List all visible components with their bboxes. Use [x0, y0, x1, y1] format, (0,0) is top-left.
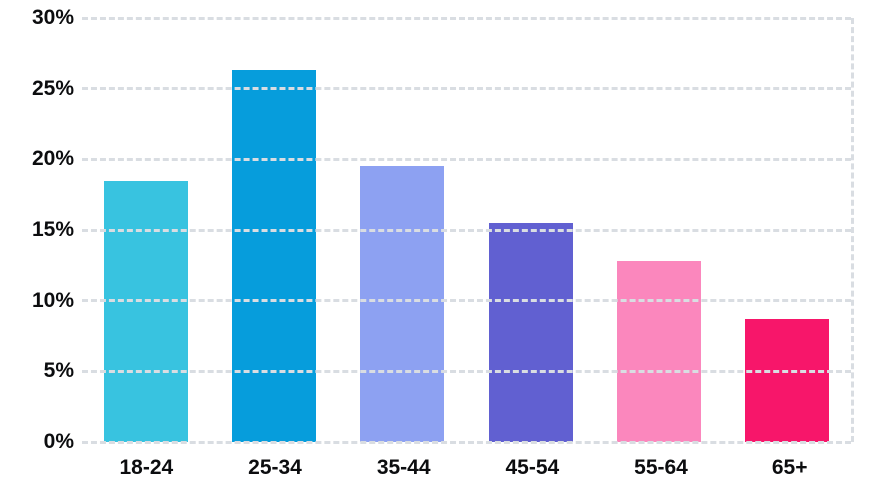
- y-tick-label: 30%: [6, 6, 74, 30]
- gridline: [82, 229, 851, 232]
- y-tick-label: 0%: [6, 430, 74, 454]
- bar: [489, 223, 573, 442]
- age-distribution-bar-chart: 18-2425-3435-4445-5455-6465+ 0% 5% 10% 15% 2…: [0, 0, 874, 502]
- y-tick-label: 25%: [6, 77, 74, 101]
- x-tick-label: 45-54: [468, 456, 597, 480]
- gridline: [82, 370, 851, 373]
- x-tick-label: 18-24: [82, 456, 211, 480]
- gridline: [82, 158, 851, 161]
- bar: [617, 261, 701, 442]
- x-tick-label: 25-34: [211, 456, 340, 480]
- x-tick-label: 65+: [725, 456, 854, 480]
- bar: [745, 319, 829, 442]
- gridline: [82, 17, 851, 20]
- gridline: [82, 299, 851, 302]
- bar: [232, 70, 316, 442]
- x-axis-labels: 18-2425-3435-4445-5455-6465+: [82, 456, 854, 480]
- y-tick-label: 5%: [6, 359, 74, 383]
- x-tick-label: 35-44: [339, 456, 468, 480]
- y-tick-label: 20%: [6, 147, 74, 171]
- gridline: [82, 87, 851, 90]
- bar: [104, 181, 188, 442]
- gridline: [82, 441, 851, 444]
- x-tick-label: 55-64: [597, 456, 726, 480]
- bar: [360, 166, 444, 442]
- plot-area: [82, 18, 854, 442]
- y-tick-label: 15%: [6, 218, 74, 242]
- y-tick-label: 10%: [6, 289, 74, 313]
